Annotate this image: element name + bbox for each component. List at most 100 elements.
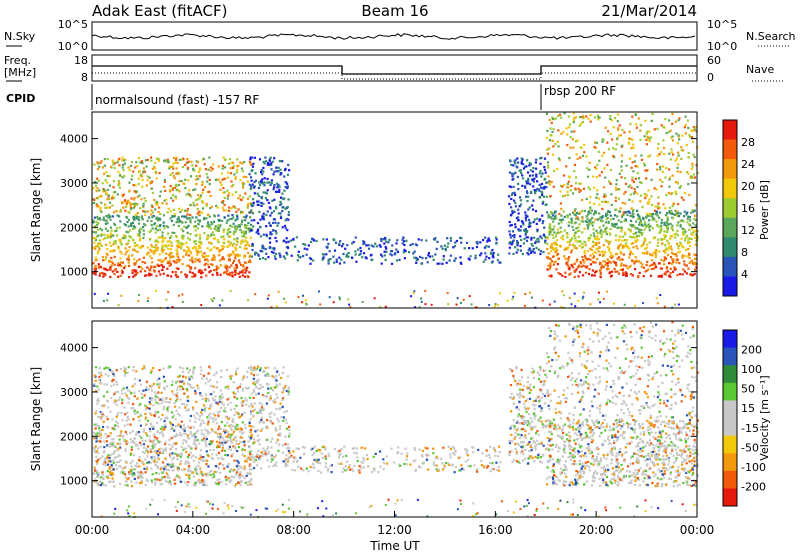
velocity-cell xyxy=(227,477,230,480)
velocity-cell xyxy=(158,432,161,435)
power-cell xyxy=(168,240,171,243)
power-cell xyxy=(298,255,301,258)
power-cell xyxy=(627,228,630,231)
velocity-cell xyxy=(162,470,165,473)
power-cell xyxy=(187,192,190,195)
power-cell xyxy=(275,232,278,235)
power-cell xyxy=(585,215,588,218)
velocity-cell xyxy=(157,472,160,475)
power-cell xyxy=(606,201,610,204)
power-cell xyxy=(677,221,680,224)
power-cell xyxy=(329,257,332,261)
velocity-cell xyxy=(134,444,137,447)
power-cell xyxy=(680,196,683,199)
power-cell xyxy=(524,293,527,295)
power-cell xyxy=(526,192,529,195)
power-cell xyxy=(152,249,155,252)
power-cell xyxy=(159,236,162,239)
power-cell xyxy=(129,164,133,168)
power-cell xyxy=(546,129,549,132)
velocity-cell xyxy=(99,433,103,436)
power-cell xyxy=(235,263,238,267)
velocity-cell xyxy=(180,434,183,437)
velocity-cell xyxy=(160,478,163,481)
power-cell xyxy=(396,250,400,253)
power-cell xyxy=(146,246,149,249)
power-cell xyxy=(231,244,234,247)
power-cell xyxy=(270,179,273,182)
power-cell xyxy=(387,241,390,244)
power-cell xyxy=(203,218,206,221)
power-cell xyxy=(178,190,181,193)
power-cell xyxy=(281,206,284,209)
power-cell xyxy=(256,230,259,233)
power-cell xyxy=(624,233,627,236)
velocity-cell xyxy=(104,464,107,467)
power-cell xyxy=(226,245,229,248)
power-cell xyxy=(206,258,209,261)
power-cell xyxy=(562,174,566,177)
power-cell xyxy=(247,202,250,205)
power-cell xyxy=(384,236,387,240)
power-cell xyxy=(655,211,658,214)
power-cell xyxy=(152,215,155,218)
power-cell xyxy=(274,257,277,260)
power-cell xyxy=(442,255,445,258)
velocity-cell xyxy=(101,483,104,486)
power-cell xyxy=(495,242,498,245)
power-cell xyxy=(674,190,677,193)
power-cell xyxy=(154,161,157,164)
power-cell xyxy=(581,217,584,220)
power-cell xyxy=(206,247,209,250)
power-cell xyxy=(680,149,683,152)
power-cell xyxy=(566,216,569,219)
power-cell xyxy=(96,187,99,190)
power-cell xyxy=(629,235,632,238)
velocity-cell xyxy=(237,481,240,484)
power-cell xyxy=(670,151,673,154)
power-cell xyxy=(574,305,577,308)
power-cell xyxy=(652,267,656,270)
power-cell xyxy=(646,212,649,215)
velocity-cell xyxy=(180,452,183,455)
power-cell xyxy=(692,210,695,213)
power-cell xyxy=(449,254,452,257)
power-cell xyxy=(670,210,673,213)
velocity-cell xyxy=(189,430,192,434)
power-cell xyxy=(663,256,666,259)
velocity-cell xyxy=(119,434,122,437)
power-cell xyxy=(562,294,565,297)
velocity-cell xyxy=(151,473,154,476)
power-cell xyxy=(275,166,278,169)
power-cell xyxy=(361,256,364,259)
power-cell xyxy=(284,257,287,260)
power-cell xyxy=(622,214,625,217)
power-cell xyxy=(168,244,171,247)
power-cell xyxy=(227,240,230,243)
power-cell xyxy=(180,180,183,183)
power-cell xyxy=(209,227,213,230)
velocity-cell xyxy=(186,460,189,463)
power-cell xyxy=(568,123,571,126)
power-cell xyxy=(511,242,514,245)
velocity-cell xyxy=(220,393,224,396)
power-cell xyxy=(131,221,134,224)
power-cell xyxy=(577,187,580,190)
power-cell xyxy=(586,167,589,170)
power-cell xyxy=(629,230,632,233)
power-cell xyxy=(385,247,388,250)
power-cell xyxy=(99,272,102,275)
power-cell xyxy=(571,138,574,141)
power-cell xyxy=(671,122,674,125)
power-cell xyxy=(494,305,496,308)
power-cell xyxy=(201,200,205,203)
power-cell xyxy=(548,118,551,122)
power-cell xyxy=(210,298,213,301)
power-cell xyxy=(677,119,680,122)
power-cell xyxy=(136,212,139,215)
velocity-cell xyxy=(127,472,131,475)
power-cell xyxy=(233,266,236,269)
power-cell xyxy=(272,229,275,232)
power-cell xyxy=(657,238,660,241)
power-cell xyxy=(235,239,238,242)
